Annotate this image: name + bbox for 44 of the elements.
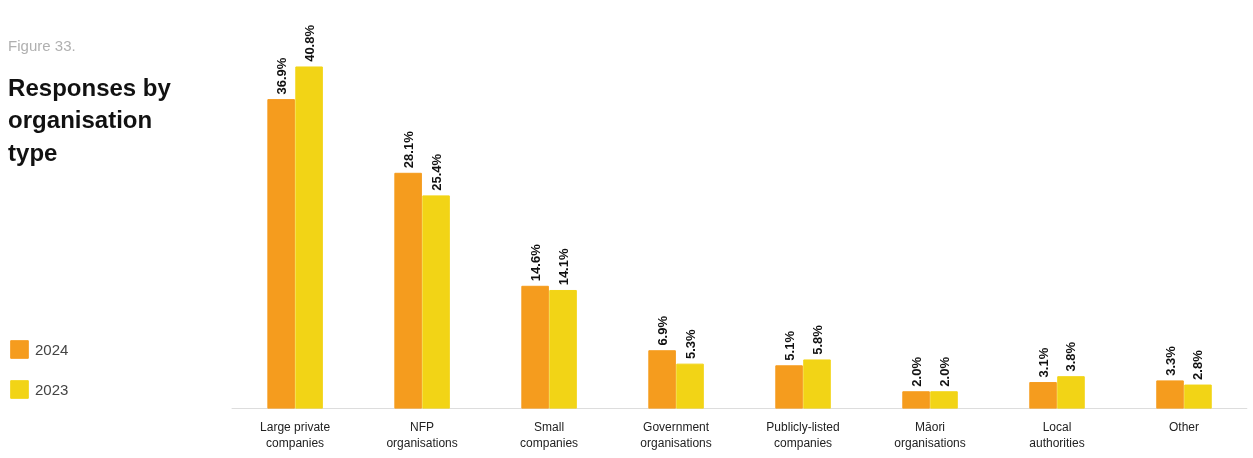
data-label: 6.9%: [654, 315, 670, 346]
data-label: 5.3%: [682, 328, 698, 360]
data-label: 40.8%: [301, 24, 317, 62]
data-label: 2.8%: [1190, 349, 1206, 380]
bar: [1156, 380, 1184, 409]
bar: [295, 66, 323, 409]
bar: [648, 350, 676, 409]
data-label: 3.8%: [1063, 341, 1079, 372]
bar: [521, 285, 549, 409]
data-label: 3.3%: [1162, 345, 1178, 376]
data-label: 14.6%: [527, 243, 543, 282]
data-label: 2.0%: [936, 356, 952, 387]
x-tick-label: Māori organisations: [894, 419, 966, 451]
bar: [803, 359, 831, 409]
bar: [1057, 376, 1085, 409]
legend-label: 2023: [35, 380, 69, 398]
bar: [775, 365, 803, 409]
text: Figure 33.: [8, 37, 76, 55]
bar: [422, 195, 450, 409]
x-tick-label: Small companies: [520, 419, 579, 451]
data-label: 2.0%: [908, 356, 924, 387]
data-label: 28.1%: [400, 130, 416, 169]
x-tick-label: Other: [1169, 419, 1200, 434]
bar: [394, 172, 422, 409]
bar: [267, 99, 295, 409]
data-label: 25.4%: [428, 153, 444, 191]
data-label: 5.1%: [781, 330, 797, 361]
bar: [902, 391, 930, 409]
x-tick-label: NFP organisations: [386, 419, 458, 451]
data-label: 14.1%: [555, 248, 571, 286]
legend-label: 2024: [35, 340, 69, 358]
data-label: 3.1%: [1035, 347, 1051, 378]
x-tick-label: Local authorities: [1029, 419, 1085, 451]
bar: [930, 391, 958, 409]
x-tick-label: Publicly-listed companies: [766, 419, 840, 451]
text: Responses by organisation type: [8, 74, 172, 166]
data-label: 5.8%: [809, 324, 825, 355]
bar: [676, 363, 704, 409]
x-tick-label: Large private companies: [260, 419, 331, 451]
bar: [549, 289, 577, 409]
data-label: 36.9%: [273, 57, 289, 95]
x-tick-label: Government organisations: [640, 419, 712, 451]
bar: [1184, 384, 1212, 409]
bar: [1029, 382, 1057, 409]
